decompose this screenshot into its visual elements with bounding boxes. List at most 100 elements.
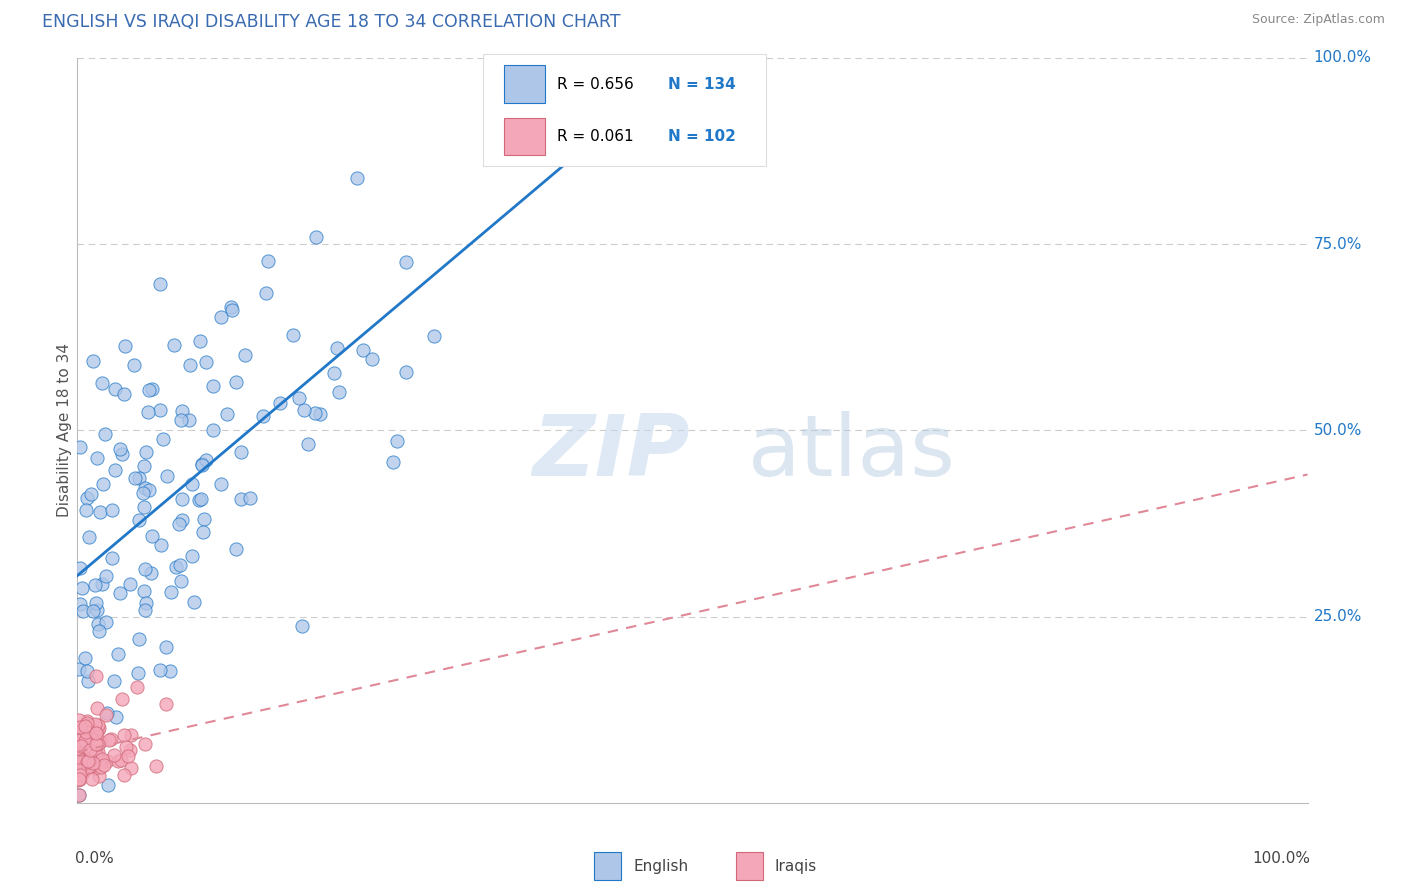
Point <box>72 732 94 747</box>
Point <box>69 741 91 756</box>
Point <box>180 549 202 563</box>
Point <box>94 615 117 629</box>
Point <box>75 753 97 767</box>
Point <box>288 391 311 405</box>
Y-axis label: Disability Age 18 to 34: Disability Age 18 to 34 <box>56 343 72 517</box>
Point <box>67 721 90 735</box>
Point <box>132 459 155 474</box>
Point <box>84 596 107 610</box>
Point <box>120 577 142 591</box>
Point <box>82 772 104 786</box>
Point <box>108 586 131 600</box>
Point <box>105 709 128 723</box>
Point <box>69 764 91 779</box>
Point <box>387 434 409 448</box>
Point <box>70 732 93 747</box>
Point <box>114 339 136 353</box>
Point <box>170 492 193 507</box>
Point <box>87 721 110 735</box>
Point <box>361 352 384 367</box>
Point <box>80 731 103 746</box>
Point <box>211 477 233 491</box>
Text: 100.0%: 100.0% <box>1313 51 1372 65</box>
Point <box>132 500 155 514</box>
Point <box>134 603 156 617</box>
Point <box>73 756 96 770</box>
Point <box>86 701 108 715</box>
Point <box>191 524 214 539</box>
Point <box>156 469 179 483</box>
Point <box>138 384 160 398</box>
Point <box>155 640 177 655</box>
Point <box>104 463 127 477</box>
Point <box>97 732 120 747</box>
Point <box>83 717 105 731</box>
Text: N = 134: N = 134 <box>668 77 735 92</box>
Bar <box>505 118 546 155</box>
Text: Iraqis: Iraqis <box>775 859 817 873</box>
Text: 50.0%: 50.0% <box>1313 423 1362 438</box>
Point <box>93 758 115 772</box>
Point <box>309 407 332 421</box>
Point <box>84 669 107 683</box>
Point <box>94 426 117 441</box>
Point <box>67 662 90 676</box>
Point <box>149 663 172 677</box>
Point <box>69 739 91 754</box>
Point <box>221 303 243 318</box>
Point <box>77 760 100 774</box>
Point <box>183 595 205 609</box>
Point <box>69 440 91 454</box>
Bar <box>735 852 762 880</box>
Point <box>103 673 125 688</box>
Point <box>70 764 93 779</box>
Point <box>66 741 89 756</box>
Point <box>141 529 163 543</box>
Point <box>73 650 96 665</box>
Point <box>72 751 94 765</box>
Point <box>72 603 94 617</box>
Point <box>91 376 114 391</box>
Point <box>177 413 200 427</box>
Point <box>188 334 211 348</box>
Text: 25.0%: 25.0% <box>1313 609 1362 624</box>
Point <box>104 382 127 396</box>
Point <box>165 560 187 574</box>
Point <box>134 481 156 495</box>
Point <box>112 768 135 782</box>
Point <box>90 752 112 766</box>
Point <box>69 720 91 734</box>
Point <box>86 738 108 752</box>
Point <box>82 756 104 770</box>
Point <box>112 728 135 742</box>
Point <box>138 483 160 497</box>
Point <box>96 778 118 792</box>
Point <box>283 327 305 342</box>
Point <box>70 740 93 755</box>
Point <box>209 310 232 325</box>
Point <box>76 716 98 731</box>
Point <box>163 338 186 352</box>
Point <box>304 230 326 244</box>
Point <box>128 471 150 485</box>
Point <box>87 617 110 632</box>
Point <box>67 714 90 728</box>
Point <box>94 707 117 722</box>
Bar <box>595 852 621 880</box>
Point <box>160 585 183 599</box>
Text: R = 0.061: R = 0.061 <box>557 128 634 144</box>
Point <box>76 718 98 732</box>
Point <box>96 755 118 769</box>
Point <box>96 706 118 721</box>
Text: 75.0%: 75.0% <box>1313 236 1362 252</box>
Point <box>69 757 91 772</box>
Point <box>75 502 97 516</box>
Point <box>87 624 110 638</box>
Point <box>190 492 212 507</box>
Point <box>89 754 111 768</box>
Point <box>395 254 418 268</box>
Point <box>172 404 194 418</box>
Point <box>353 343 375 358</box>
Point <box>75 731 97 746</box>
Point <box>67 789 90 803</box>
